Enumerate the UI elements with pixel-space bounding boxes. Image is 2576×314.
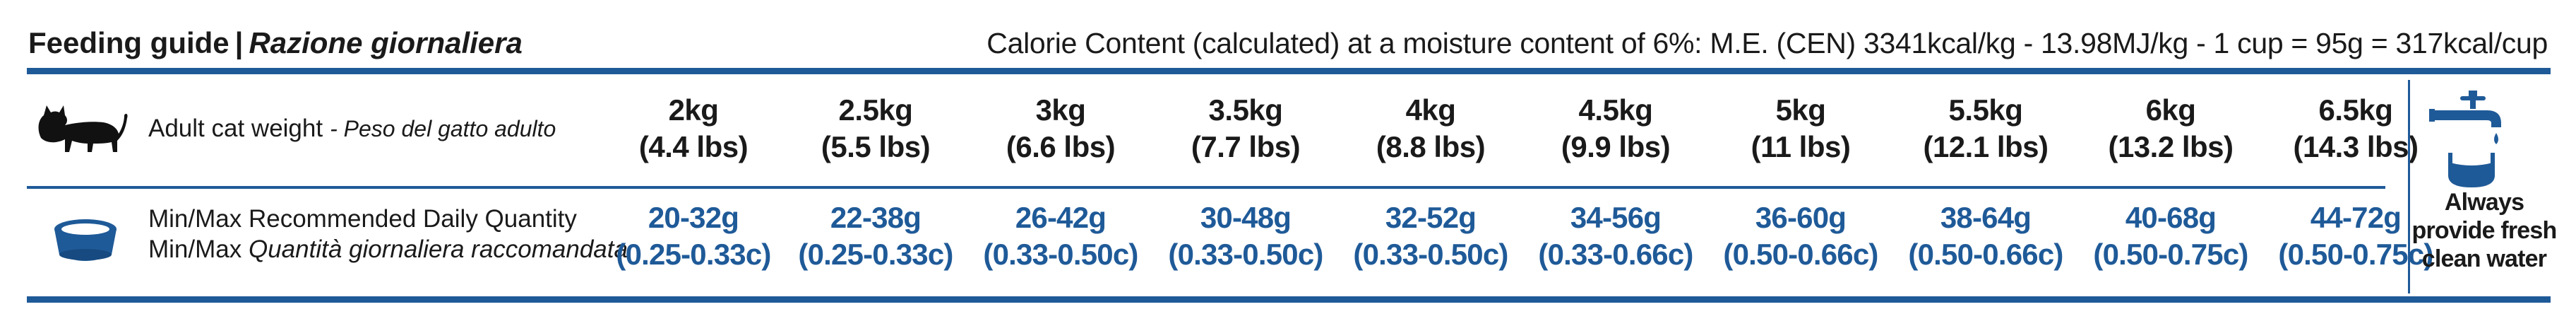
quantity-label-english: Min/Max Recommended Daily Quantity [148, 205, 577, 233]
quantity-grams: 38-64g [1940, 201, 2032, 234]
quantity-grams: 44-72g [2310, 201, 2402, 234]
quantity-cell: 36-60g (0.50-0.66c) [1709, 199, 1892, 273]
weight-kg: 3kg [1035, 93, 1086, 127]
weight-kg: 2.5kg [838, 93, 913, 127]
weight-lbs: (4.4 lbs) [638, 130, 749, 163]
weight-lbs: (13.2 lbs) [2108, 130, 2234, 163]
weight-lbs: (12.1 lbs) [1923, 130, 2049, 163]
quantity-cell: 40-68g (0.50-0.75c) [2079, 199, 2262, 273]
quantity-grams: 32-52g [1385, 201, 1477, 234]
weight-cell: 2kg (4.4 lbs) [609, 92, 778, 165]
quantity-cups: (0.50-0.75c) [2093, 238, 2248, 271]
weight-label-english: Adult cat weight [148, 115, 323, 142]
feeding-guide-header: Feeding guide | Razione giornaliera Calori… [28, 21, 2548, 65]
weight-kg: 5.5kg [1948, 93, 2023, 127]
weight-cell: 3kg (6.6 lbs) [976, 92, 1145, 165]
quantity-cups: (0.50-0.66c) [1908, 238, 2063, 271]
weight-label-italian: - Peso del gatto adulto [330, 116, 556, 141]
quantity-grams: 22-38g [830, 201, 922, 234]
weight-kg: 5kg [1775, 93, 1826, 127]
quantity-cell: 20-32g (0.25-0.33c) [602, 199, 785, 273]
quantity-cell: 44-72g (0.50-0.75c) [2264, 199, 2447, 273]
weight-lbs: (5.5 lbs) [821, 130, 931, 163]
food-bowl-icon [54, 219, 117, 261]
weight-cell: 6.5kg (14.3 lbs) [2271, 92, 2440, 165]
weight-kg: 6kg [2145, 93, 2196, 127]
weight-cell: 3.5kg (7.7 lbs) [1161, 92, 1330, 165]
weight-lbs: (11 lbs) [1751, 130, 1851, 163]
column-separator [2408, 80, 2410, 293]
quantity-cups: (0.50-0.75c) [2278, 238, 2433, 271]
quantity-grams: 34-56g [1570, 201, 1662, 234]
quantity-grams: 30-48g [1200, 201, 1292, 234]
water-note: Always provide fresh clean water [2391, 188, 2576, 273]
weight-kg: 2kg [668, 93, 719, 127]
title-separator: | [234, 26, 244, 59]
weight-kg: 4.5kg [1578, 93, 1653, 127]
quantity-grams: 26-42g [1015, 201, 1107, 234]
quantity-cell: 38-64g (0.50-0.66c) [1894, 199, 2077, 273]
quantity-cups: (0.50-0.66c) [1723, 238, 1878, 271]
weight-lbs: (9.9 lbs) [1561, 130, 1671, 163]
weight-cell: 5.5kg (12.1 lbs) [1901, 92, 2070, 165]
weight-kg: 3.5kg [1208, 93, 1283, 127]
quantity-grams: 36-60g [1755, 201, 1847, 234]
weight-lbs: (8.8 lbs) [1376, 130, 1486, 163]
water-note-line: Always [2444, 189, 2524, 216]
quantity-cell: 22-38g (0.25-0.33c) [784, 199, 967, 273]
cat-icon [38, 105, 128, 152]
weight-cell: 5kg (11 lbs) [1716, 92, 1885, 165]
quantity-cups: (0.25-0.33c) [616, 238, 771, 271]
water-tap-icon [2429, 91, 2501, 188]
quantity-cups: (0.33-0.50c) [1353, 238, 1508, 271]
weight-row-label: Adult cat weight - Peso del gatto adulto [148, 113, 556, 144]
quantity-label-italian: Quantità giornaliera raccomandata [248, 236, 628, 263]
title-italian: Razione giornaliera [249, 26, 523, 59]
weight-lbs: (7.7 lbs) [1191, 130, 1301, 163]
quantity-cell: 26-42g (0.33-0.50c) [969, 199, 1152, 273]
quantity-cups: (0.33-0.66c) [1538, 238, 1693, 271]
quantity-label-italian-prefix: Min/Max [148, 236, 242, 263]
weight-lbs: (6.6 lbs) [1006, 130, 1116, 163]
quantity-cell: 34-56g (0.33-0.66c) [1524, 199, 1707, 273]
quantity-cups: (0.33-0.50c) [983, 238, 1138, 271]
calorie-content: Calorie Content (calculated) at a moistu… [986, 27, 2548, 59]
weight-cell: 6kg (13.2 lbs) [2086, 92, 2255, 165]
middle-rule [27, 186, 2385, 189]
top-rule [27, 68, 2551, 74]
water-note-line: clean water [2421, 245, 2547, 272]
quantity-cups: (0.25-0.33c) [798, 238, 953, 271]
page-title: Feeding guide | Razione giornaliera [28, 21, 523, 65]
quantity-cell: 32-52g (0.33-0.50c) [1339, 199, 1522, 273]
weight-kg: 6.5kg [2318, 93, 2393, 127]
weight-kg: 4kg [1405, 93, 1456, 127]
bottom-rule [27, 296, 2551, 303]
quantity-grams: 20-32g [648, 201, 739, 234]
water-note-line: provide fresh [2411, 217, 2558, 244]
quantity-row-label: Min/Max Recommended Daily Quantity Min/M… [148, 204, 628, 264]
weight-lbs: (14.3 lbs) [2293, 130, 2419, 163]
quantity-cups: (0.33-0.50c) [1168, 238, 1323, 271]
quantity-cell: 30-48g (0.33-0.50c) [1154, 199, 1337, 273]
weight-cell: 4.5kg (9.9 lbs) [1531, 92, 1700, 165]
weight-cell: 4kg (8.8 lbs) [1346, 92, 1515, 165]
title-english: Feeding guide [28, 26, 229, 59]
quantity-grams: 40-68g [2125, 201, 2217, 234]
weight-cell: 2.5kg (5.5 lbs) [791, 92, 960, 165]
